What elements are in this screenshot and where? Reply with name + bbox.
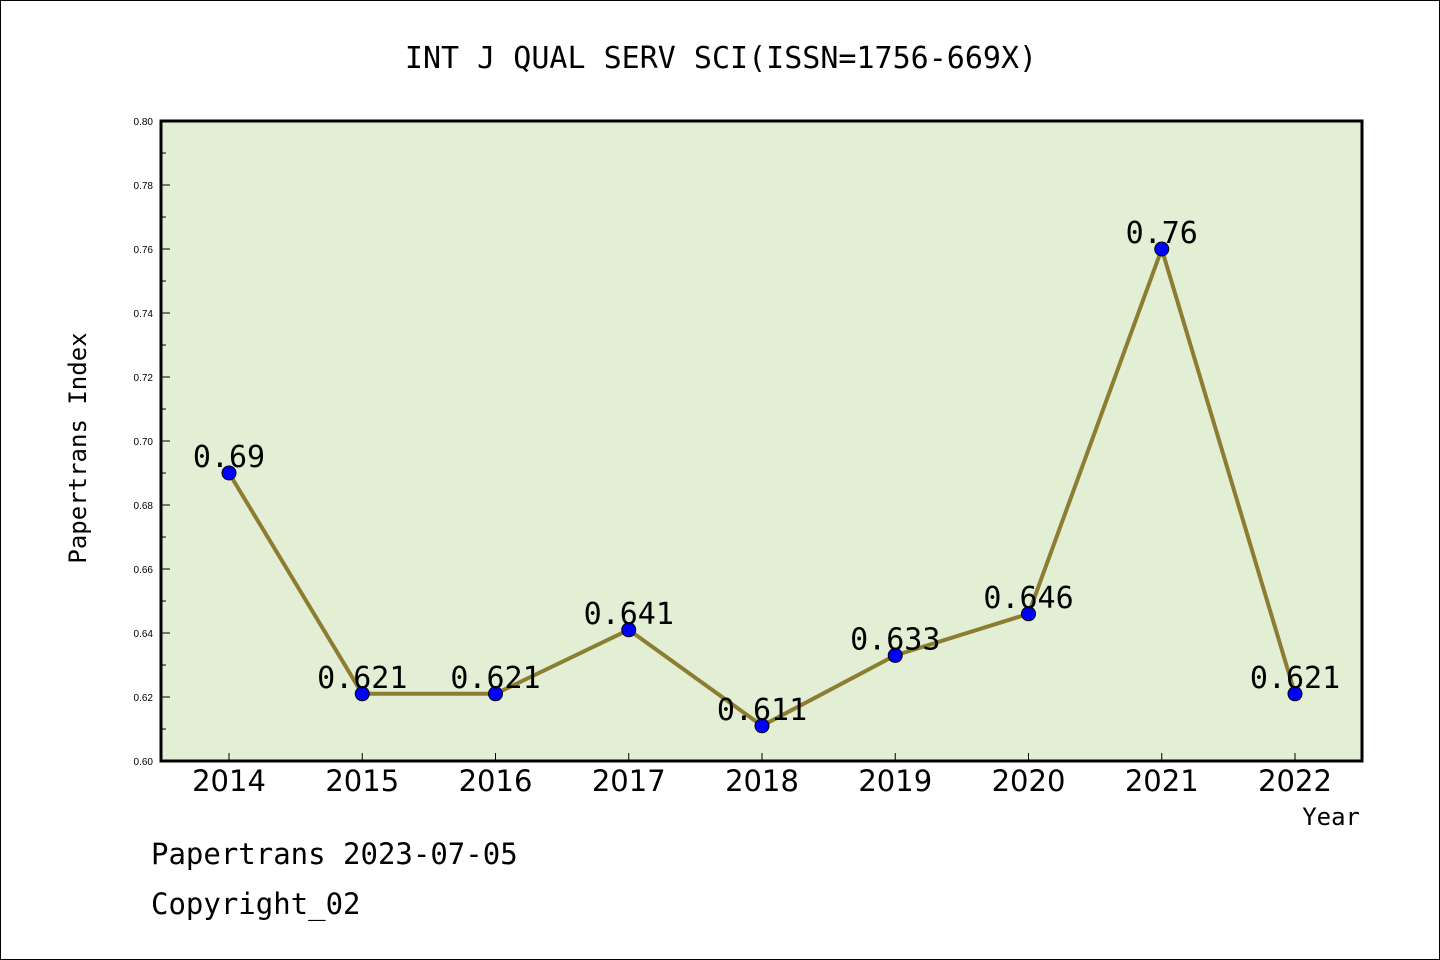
x-tick-label: 2020 bbox=[992, 764, 1066, 798]
y-tick-label: 0.64 bbox=[134, 629, 154, 640]
x-tick-label: 2014 bbox=[192, 764, 266, 798]
x-tick-label: 2021 bbox=[1125, 764, 1199, 798]
data-point bbox=[1021, 606, 1036, 622]
x-tick-label: 2017 bbox=[592, 764, 666, 798]
x-tick-label: 2018 bbox=[725, 764, 799, 798]
footer-date: Papertrans 2023-07-05 bbox=[151, 837, 518, 871]
plot-area bbox=[159, 119, 1364, 763]
y-tick-label: 0.66 bbox=[134, 565, 154, 576]
y-tick-label: 0.68 bbox=[134, 501, 154, 512]
y-tick-label: 0.74 bbox=[134, 309, 154, 320]
data-label: 0.621 bbox=[1250, 661, 1340, 696]
data-point bbox=[488, 686, 503, 702]
data-point bbox=[754, 718, 770, 734]
y-tick-label: 0.70 bbox=[134, 437, 154, 448]
data-label: 0.621 bbox=[450, 661, 540, 696]
data-point bbox=[1154, 241, 1170, 257]
data-point bbox=[887, 647, 903, 663]
data-label: 0.646 bbox=[983, 581, 1073, 616]
y-tick-label: 0.60 bbox=[134, 757, 154, 768]
data-labels: 0.69 0.621 0.621 0.641 0.611 0.633 0.646 0.76 0.… bbox=[193, 216, 1340, 728]
x-tick-label: 2016 bbox=[459, 764, 533, 798]
data-label: 0.641 bbox=[584, 597, 674, 632]
data-label: 0.611 bbox=[717, 693, 807, 728]
x-axis: 2014 2015 2016 2017 2018 2019 2020 2021 2022 bbox=[192, 753, 1332, 798]
data-point bbox=[621, 622, 637, 638]
x-tick-label: 2015 bbox=[325, 764, 399, 798]
chart-title: INT J QUAL SERV SCI(ISSN=1756-669X) bbox=[405, 41, 1037, 76]
x-tick-label: 2019 bbox=[858, 764, 932, 798]
data-label: 0.633 bbox=[850, 622, 940, 657]
y-tick-label: 0.72 bbox=[134, 373, 154, 384]
data-label: 0.621 bbox=[317, 661, 407, 696]
y-axis: 0.60 0.62 0.64 0.66 0.68 0.70 0.72 0.74 0.76 0.78… bbox=[134, 117, 170, 768]
y-axis-label: Papertrans Index bbox=[64, 332, 92, 563]
data-label: 0.76 bbox=[1126, 216, 1198, 251]
footer-copyright: Copyright_02 bbox=[151, 887, 361, 921]
data-point bbox=[221, 465, 237, 481]
y-tick-label: 0.78 bbox=[134, 181, 154, 192]
data-point bbox=[354, 686, 370, 702]
y-tick-label: 0.80 bbox=[134, 117, 154, 128]
data-point bbox=[1287, 686, 1303, 702]
series-line bbox=[221, 241, 1303, 734]
x-axis-label: Year bbox=[1302, 803, 1360, 831]
y-tick-label: 0.76 bbox=[134, 245, 154, 256]
y-tick-label: 0.62 bbox=[134, 693, 154, 704]
x-tick-label: 2022 bbox=[1258, 764, 1332, 798]
data-label: 0.69 bbox=[193, 440, 265, 475]
